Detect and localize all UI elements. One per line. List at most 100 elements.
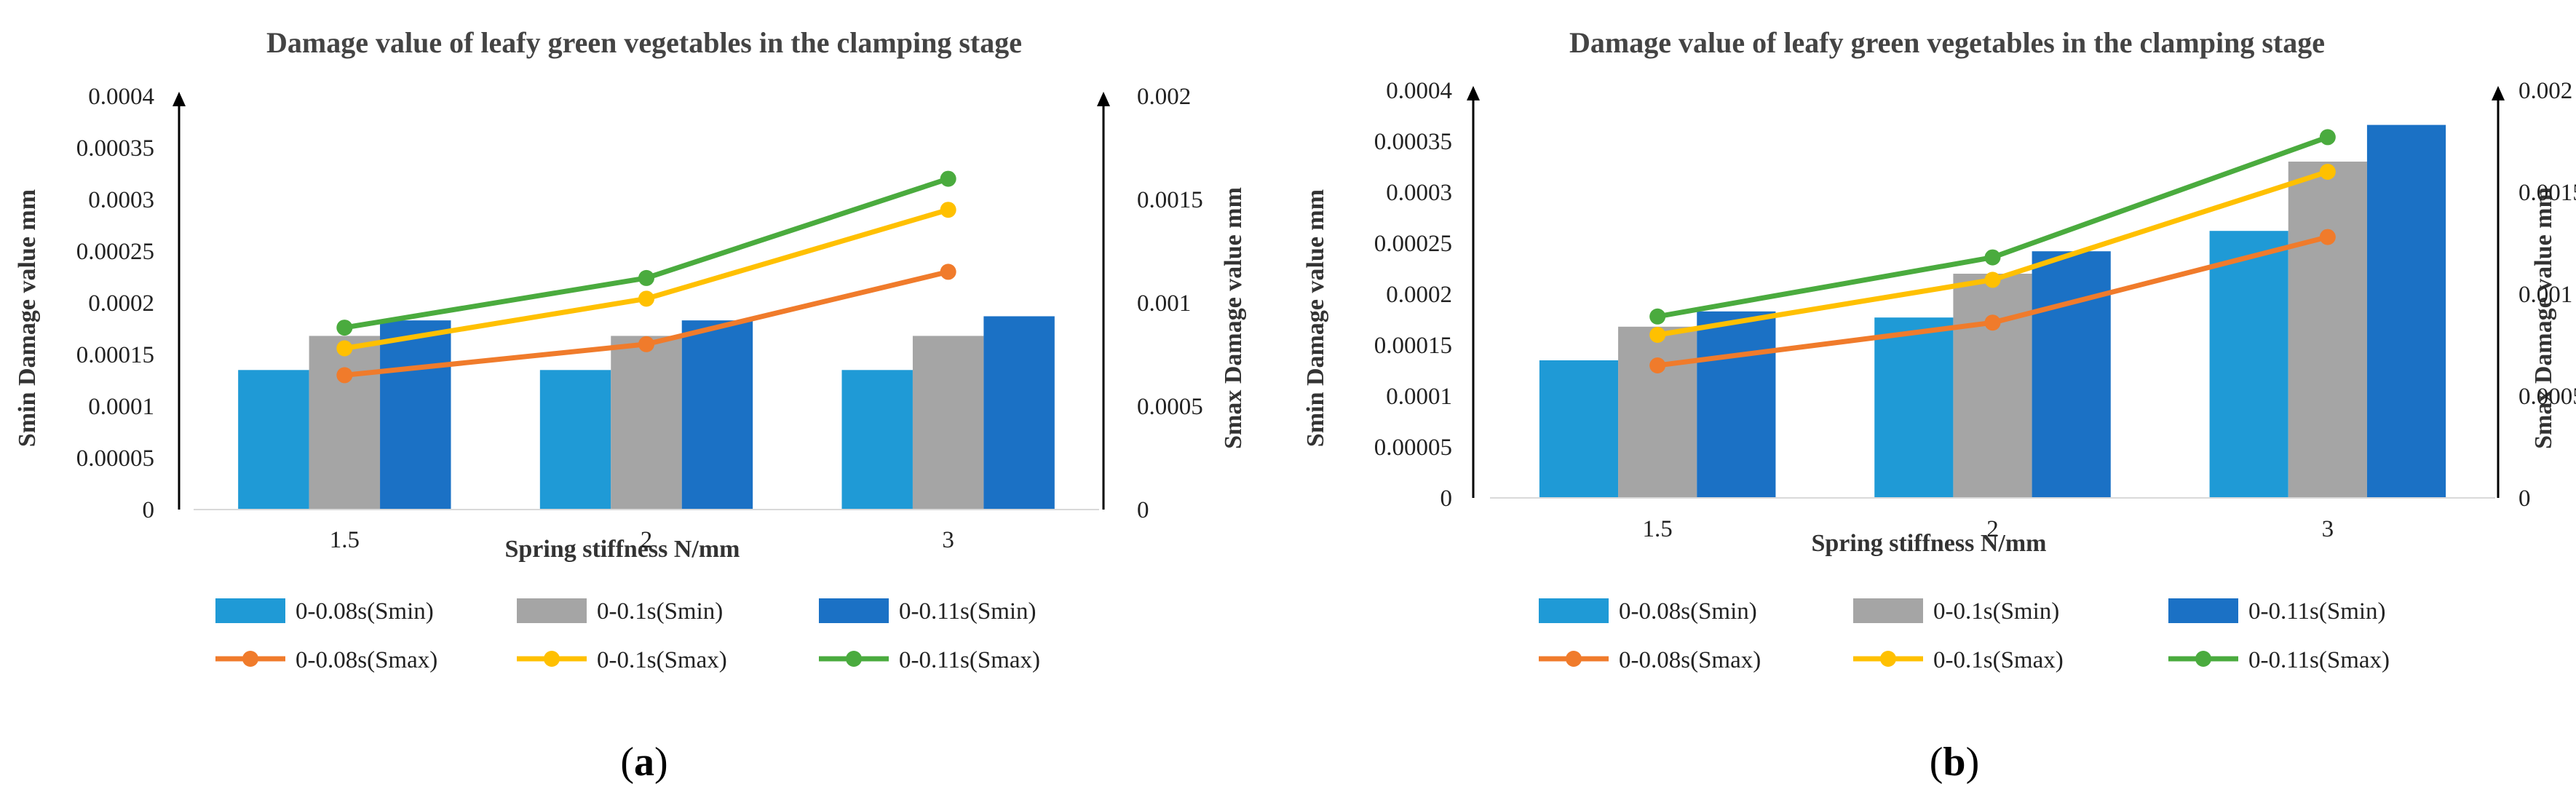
y-axis-right-arrow xyxy=(1097,92,1110,106)
y-tick-right-label: 0.002 xyxy=(2518,78,2572,104)
legend-label: 0-0.11s(Smax) xyxy=(899,647,1040,673)
y-tick-right-label: 0.0015 xyxy=(1137,187,1203,213)
data-point xyxy=(1984,249,2001,266)
y-tick-left-label: 0.00025 xyxy=(76,239,154,265)
y-tick-right-label: 0 xyxy=(1137,497,1149,523)
data-point xyxy=(1649,327,1666,343)
chart-panel-b: Damage value of leafy green vegetables i… xyxy=(1288,0,2576,800)
legend: 0-0.08s(Smin) 0-0.1s(Smin) 0-0.11s(Smin) 0-… xyxy=(215,598,1040,673)
x-tick-label: 3 xyxy=(2322,516,2334,542)
y-tick-left-label: 0.00015 xyxy=(1374,333,1452,359)
y-tick-left-label: 0.00035 xyxy=(1374,129,1452,155)
data-point xyxy=(1649,357,1666,373)
y-axis-title-right: Smax Damage value mm xyxy=(1220,187,1247,449)
legend-label: 0-0.08s(Smin) xyxy=(1619,598,1757,625)
legend-swatch-bar xyxy=(215,598,285,623)
y-tick-right-label: 0.001 xyxy=(1137,290,1191,317)
legend-swatch-bar xyxy=(517,598,587,623)
bar xyxy=(983,316,1055,510)
bar xyxy=(2209,231,2288,498)
bar xyxy=(539,370,611,510)
bar xyxy=(1953,274,2032,498)
bar xyxy=(1874,317,1954,498)
y-tick-right-label: 0.0005 xyxy=(1137,394,1203,420)
data-point xyxy=(2319,129,2336,146)
y-tick-left-label: 0.0004 xyxy=(1386,78,1452,104)
data-point xyxy=(2319,164,2336,180)
y-tick-right-label: 0.002 xyxy=(1137,84,1191,110)
x-tick-label: 2 xyxy=(641,527,653,553)
legend-label: 0-0.08s(Smax) xyxy=(296,647,437,673)
bar xyxy=(1539,360,1619,498)
y-tick-right-label: 0.001 xyxy=(2518,282,2572,308)
legend-swatch-bar xyxy=(1853,598,1923,623)
bar xyxy=(912,336,984,510)
bar xyxy=(1618,326,1697,498)
bar xyxy=(1697,311,1776,498)
y-tick-left-label: 0.00035 xyxy=(76,135,154,162)
panel-caption: (b) xyxy=(1930,740,1979,785)
data-point xyxy=(2319,229,2336,245)
bar xyxy=(2366,124,2446,499)
bar xyxy=(380,320,451,510)
chart-a-svg: Damage value of leafy green vegetables i… xyxy=(14,26,1247,785)
bar xyxy=(2288,162,2367,498)
legend-label: 0-0.08s(Smin) xyxy=(296,598,434,625)
y-tick-left-label: 0.0004 xyxy=(88,84,154,110)
legend-label: 0-0.11s(Smin) xyxy=(899,598,1037,625)
legend: 0-0.08s(Smin) 0-0.1s(Smin) 0-0.11s(Smin) 0-… xyxy=(1539,598,2390,673)
plot-area: 0 0.00005 0.0001 0.00015 0.0002 0.00025 0.0003… xyxy=(76,84,1203,553)
legend-label: 0-0.1s(Smax) xyxy=(597,647,727,673)
caption-close-paren: ) xyxy=(654,740,668,785)
y-tick-left-label: 0.0003 xyxy=(88,187,154,213)
y-tick-left-label: 0.00015 xyxy=(76,342,154,368)
y-tick-left-label: 0.00005 xyxy=(76,445,154,472)
bar xyxy=(611,336,682,510)
y-tick-left-label: 0.0002 xyxy=(88,290,154,317)
y-axis-title-right: Smax Damage value mm xyxy=(2530,187,2557,449)
y-tick-right-label: 0.0005 xyxy=(2518,384,2576,410)
chart-b-svg: Damage value of leafy green vegetables i… xyxy=(1302,26,2576,785)
x-tick-label: 3 xyxy=(942,527,954,553)
data-point xyxy=(1984,314,2001,331)
y-tick-left-label: 0.0001 xyxy=(88,394,154,420)
legend-swatch-bar xyxy=(819,598,889,623)
data-point xyxy=(336,340,353,357)
bar xyxy=(309,336,381,510)
y-tick-left-label: 0 xyxy=(143,497,155,523)
data-point xyxy=(638,336,654,352)
y-tick-right-label: 0 xyxy=(2518,486,2531,512)
legend-label: 0-0.11s(Smin) xyxy=(2248,598,2386,625)
data-point xyxy=(336,367,353,384)
data-point xyxy=(638,269,654,286)
caption-letter: a xyxy=(634,740,654,785)
legend-swatch-bar xyxy=(1539,598,1609,623)
data-point xyxy=(1649,308,1666,325)
y-tick-left-label: 0.0001 xyxy=(1386,384,1452,410)
chart-title: Damage value of leafy green vegetables i… xyxy=(266,26,1022,59)
y-tick-left-label: 0 xyxy=(1440,486,1453,512)
caption-letter: b xyxy=(1943,740,1965,785)
y-axis-right-arrow xyxy=(2492,86,2505,100)
y-tick-left-label: 0.0003 xyxy=(1386,180,1452,206)
y-axis-title-left: Smin Damage value mm xyxy=(14,189,41,447)
y-tick-left-label: 0.00025 xyxy=(1374,231,1452,257)
bar xyxy=(681,320,753,510)
legend-label: 0-0.1s(Smax) xyxy=(1933,647,2064,673)
y-axis-left-arrow xyxy=(173,92,186,106)
legend-swatch-marker xyxy=(544,651,560,667)
y-tick-left-label: 0.0002 xyxy=(1386,282,1452,308)
x-axis-title: Spring stiffness N/mm xyxy=(1811,530,2046,557)
x-tick-label: 1.5 xyxy=(1643,516,1673,542)
legend-swatch-marker xyxy=(242,651,258,667)
caption-open-paren: ( xyxy=(620,740,634,785)
x-tick-label: 1.5 xyxy=(330,527,360,553)
data-point xyxy=(1984,272,2001,288)
legend-swatch-marker xyxy=(1880,651,1896,667)
legend-label: 0-0.11s(Smax) xyxy=(2248,647,2390,673)
legend-swatch-marker xyxy=(1566,651,1582,667)
chart-title: Damage value of leafy green vegetables i… xyxy=(1569,26,2325,59)
x-tick-label: 2 xyxy=(1986,516,1999,542)
y-axis-left-arrow xyxy=(1467,86,1480,100)
x-axis-title: Spring stiffness N/mm xyxy=(504,536,740,563)
